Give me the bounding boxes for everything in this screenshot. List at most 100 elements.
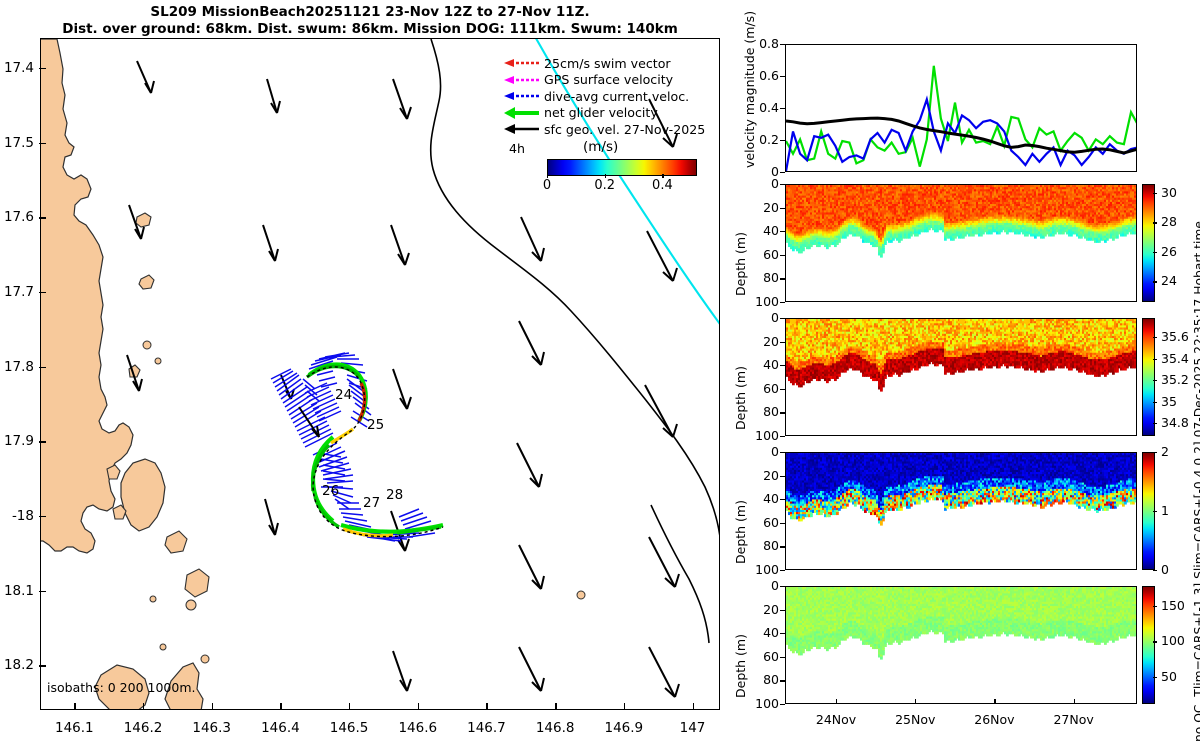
- section-cell: [834, 201, 837, 205]
- section-cell: [808, 321, 811, 325]
- track-day-label-28: 28: [386, 487, 404, 503]
- section-cell: [1102, 233, 1105, 237]
- section-cell: [996, 212, 999, 216]
- section-cell: [1114, 191, 1117, 195]
- section-cell: [858, 197, 861, 201]
- section-cell: [1042, 206, 1045, 210]
- section-cell: [1128, 210, 1131, 214]
- section-cell: [826, 201, 829, 205]
- section-cell: [934, 229, 937, 233]
- section-cell: [1036, 201, 1039, 205]
- section-cell: [1120, 185, 1123, 189]
- section-cell: [976, 201, 979, 205]
- section-cell: [864, 210, 867, 214]
- section-cell: [1070, 197, 1073, 201]
- section-cell: [896, 206, 899, 210]
- section-cell: [996, 210, 999, 214]
- section-cell: [916, 206, 919, 210]
- section-cell: [980, 218, 983, 222]
- section-cell: [1100, 206, 1103, 210]
- section-cell: [856, 199, 859, 203]
- section-cell: [834, 191, 837, 195]
- section-cell: [872, 229, 875, 233]
- glider-track-map[interactable]: 24 25 26 27 28 25cm/s swim vector GPS su…: [4, 38, 720, 736]
- section-cell: [812, 361, 815, 365]
- section-cell: [828, 201, 831, 205]
- island-bottom-2: [164, 662, 204, 709]
- section-cell: [808, 208, 811, 212]
- section-cell: [814, 227, 817, 231]
- section-cell: [1126, 197, 1129, 201]
- section-cell: [978, 197, 981, 201]
- section-cell: [1130, 206, 1133, 210]
- section-cell: [1014, 222, 1017, 226]
- section-cell: [964, 195, 967, 199]
- section-cell: [1030, 187, 1033, 191]
- section-cell: [988, 189, 991, 193]
- section-cell: [794, 199, 797, 203]
- salinity-section-plot[interactable]: [785, 318, 1137, 436]
- section-cell: [1050, 206, 1053, 210]
- section-cell: [804, 352, 807, 356]
- section-cell: [854, 195, 857, 199]
- section-cell: [944, 229, 947, 233]
- section-cell: [852, 197, 855, 201]
- section-cell: [1044, 222, 1047, 226]
- section-cell: [808, 352, 811, 356]
- section-cell: [996, 225, 999, 229]
- section-cell: [822, 193, 825, 197]
- section-cell: [874, 239, 877, 243]
- section-cell: [868, 214, 871, 218]
- section-cell: [956, 231, 959, 235]
- section-cell: [838, 199, 841, 203]
- section-cell: [1014, 225, 1017, 229]
- section-cell: [786, 371, 789, 375]
- section-cell: [1032, 199, 1035, 203]
- section-cell: [972, 222, 975, 226]
- section-cell: [888, 225, 891, 229]
- temperature-section-plot[interactable]: [785, 184, 1137, 302]
- section-cell: [910, 218, 913, 222]
- temperature-colorbar: [1142, 184, 1155, 302]
- section-cell: [1122, 231, 1125, 235]
- section-cell: [844, 233, 847, 237]
- section-cell: [896, 199, 899, 203]
- section-cell: [1118, 189, 1121, 193]
- section-cell: [854, 229, 857, 233]
- section-cell: [1040, 201, 1043, 205]
- section-cell: [1064, 208, 1067, 212]
- section-cell: [810, 191, 813, 195]
- section-cell: [942, 210, 945, 214]
- section-cell: [1078, 187, 1081, 191]
- section-cell: [798, 375, 801, 379]
- section-cell: [984, 187, 987, 191]
- section-cell: [912, 218, 915, 222]
- section-cell: [800, 235, 803, 239]
- section-cell: [794, 359, 797, 363]
- section-cell: [1060, 189, 1063, 193]
- section-cell: [1062, 216, 1065, 220]
- section-cell: [836, 204, 839, 208]
- section-cell: [794, 204, 797, 208]
- section-cell: [1040, 227, 1043, 231]
- section-cell: [1076, 187, 1079, 191]
- section-cell: [790, 323, 793, 327]
- section-cell: [918, 197, 921, 201]
- section-cell: [1126, 199, 1129, 203]
- section-cell: [818, 187, 821, 191]
- section-cell: [1136, 198, 1137, 201]
- section-cell: [880, 187, 883, 191]
- section-cell: [822, 189, 825, 193]
- section-cell: [898, 237, 901, 241]
- section-cell: [814, 239, 817, 243]
- section-cell: [964, 206, 967, 210]
- map-xtickmark-7: [555, 703, 557, 709]
- velocity-timeseries-plot[interactable]: [785, 44, 1137, 172]
- section-cell: [854, 185, 857, 189]
- section-cell: [856, 214, 859, 218]
- section-cell: [882, 216, 885, 220]
- section-cell: [954, 204, 957, 208]
- section-cell: [1034, 233, 1037, 237]
- section-cell: [898, 208, 901, 212]
- section-cell: [794, 373, 797, 377]
